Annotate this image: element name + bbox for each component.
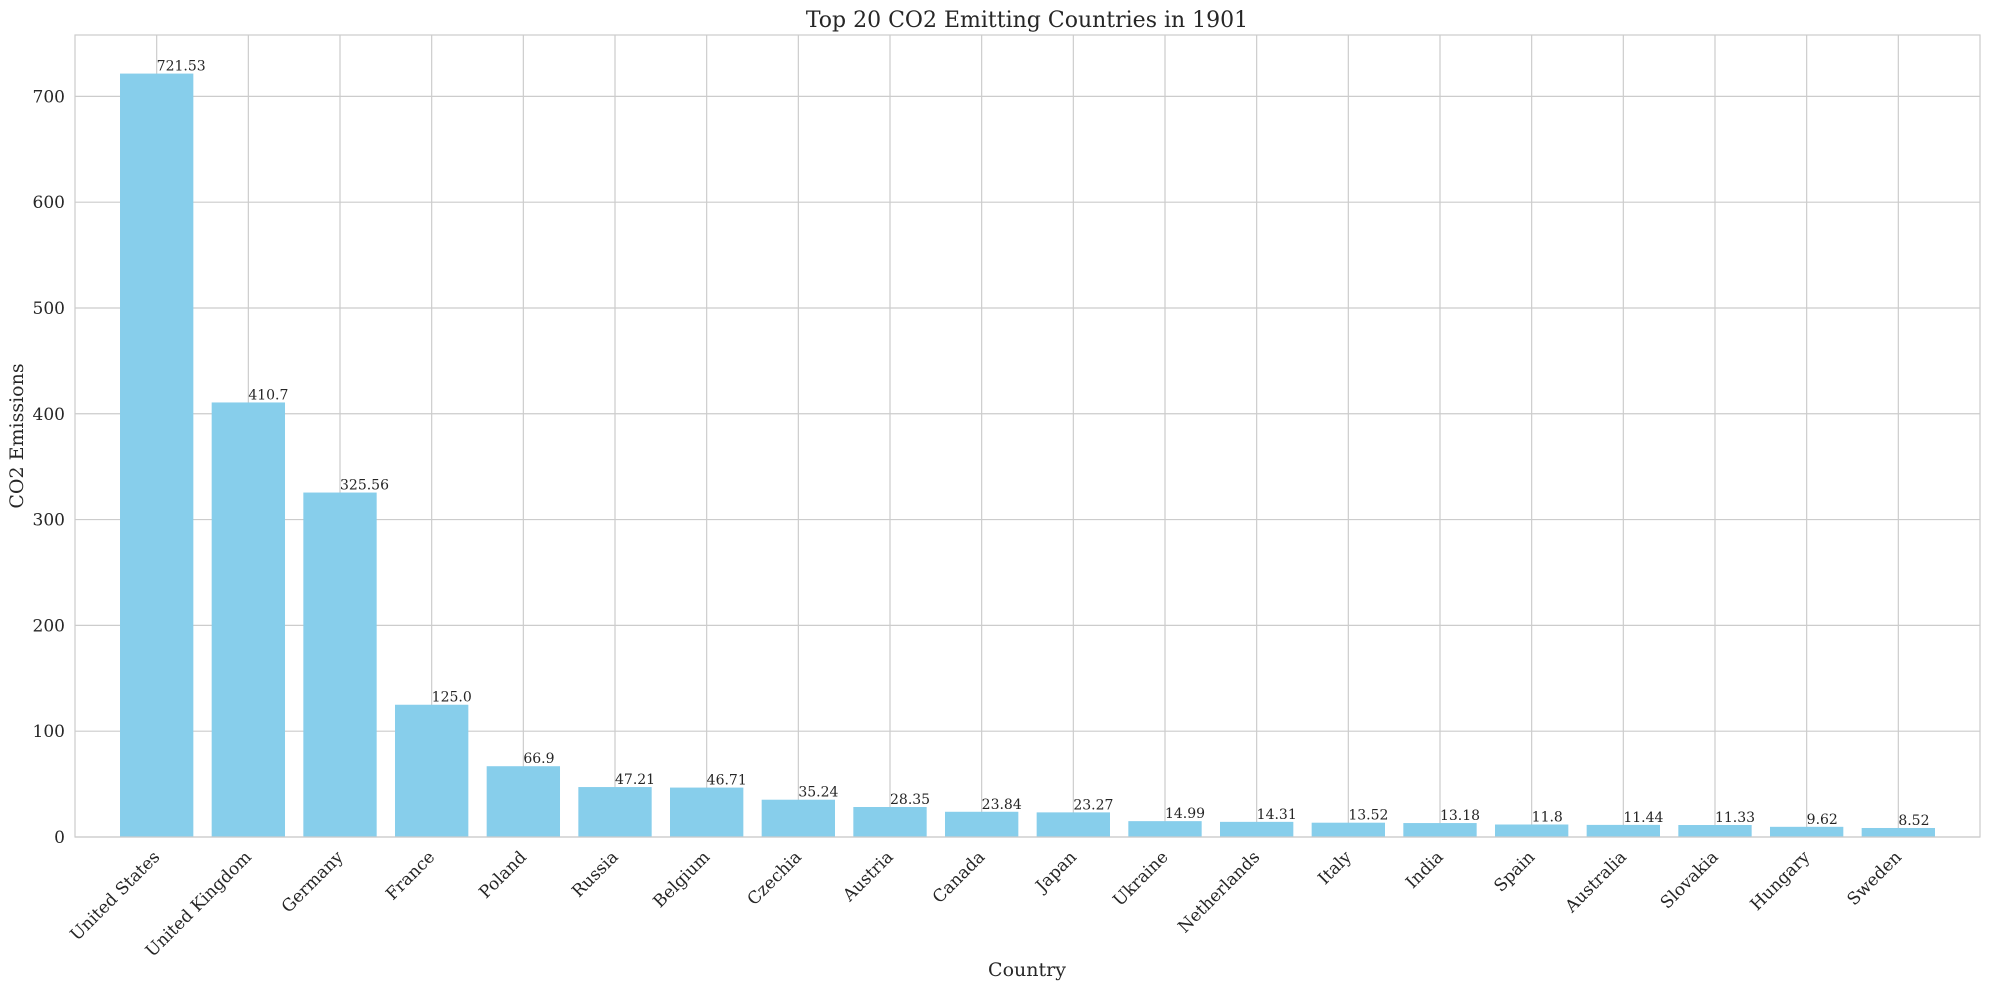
bar [1128, 821, 1202, 837]
data-label: 410.7 [248, 387, 288, 403]
bar [1403, 823, 1477, 837]
plot-frame [74, 34, 1981, 838]
data-label: 23.27 [1073, 797, 1113, 813]
bar [1769, 826, 1844, 837]
x-tick-label: Hungary [1747, 847, 1815, 915]
bar [120, 73, 194, 838]
data-label: 14.99 [1165, 806, 1205, 822]
x-tick-label: Czechia [744, 847, 806, 909]
y-tick-label: 200 [33, 616, 65, 636]
bars [120, 73, 1935, 838]
plot-area [75, 35, 1980, 837]
data-label: 11.44 [1623, 810, 1663, 826]
bar [1219, 821, 1294, 837]
x-tick-label: Sweden [1844, 847, 1906, 909]
bar [1036, 812, 1110, 837]
bar [395, 704, 469, 837]
y-tick-labels: 0 100 200 300 400 500 600 700 [33, 87, 65, 848]
x-tick-label: Slovakia [1657, 847, 1723, 913]
data-label: 66.9 [523, 751, 554, 767]
bar [853, 807, 927, 837]
data-label: 14.31 [1257, 807, 1297, 823]
data-label: 325.56 [340, 478, 389, 494]
data-labels: 721.53 410.7 325.56 125.0 66.9 47.21 46.71 35.2… [157, 59, 1930, 829]
data-label: 11.33 [1715, 810, 1755, 826]
x-tick-label: Russia [568, 847, 622, 901]
x-tick-label: Spain [1490, 847, 1539, 896]
data-label: 8.52 [1898, 813, 1929, 829]
x-tick-label: Japan [1031, 847, 1081, 897]
y-tick-label: 100 [33, 722, 65, 742]
x-tick-label: India [1402, 847, 1447, 892]
data-label: 47.21 [615, 772, 655, 788]
x-tick-label: Canada [929, 847, 989, 907]
chart-title: Top 20 CO2 Emitting Countries in 1901 [806, 8, 1248, 33]
y-tick-label: 0 [54, 828, 65, 848]
x-tick-label: France [382, 847, 439, 904]
x-tick-label: Poland [475, 847, 531, 903]
x-tick-label: United States [67, 847, 165, 945]
bar [486, 766, 561, 837]
x-tick-label: Ukraine [1109, 847, 1172, 910]
x-tick-label: Italy [1314, 847, 1356, 889]
bar [211, 402, 286, 837]
data-label: 28.35 [890, 792, 930, 808]
bar [1861, 827, 1935, 837]
y-tick-label: 400 [33, 405, 65, 425]
y-tick-label: 600 [33, 193, 65, 213]
bar [1311, 822, 1385, 837]
x-tick-label: Australia [1561, 847, 1631, 917]
x-axis-title: Country [988, 959, 1066, 981]
data-label: 46.71 [707, 773, 747, 789]
y-axis-title: CO2 Emissions [6, 363, 28, 508]
bar [1678, 825, 1752, 837]
y-tick-label: 300 [33, 511, 65, 531]
x-tick-label: Germany [278, 847, 348, 917]
data-label: 23.84 [982, 797, 1022, 813]
data-label: 721.53 [157, 59, 206, 75]
bar [578, 787, 652, 837]
y-tick-label: 500 [33, 299, 65, 319]
data-label: 125.0 [432, 690, 472, 706]
data-label: 13.18 [1440, 808, 1480, 824]
bar [303, 492, 377, 837]
bar [1586, 824, 1660, 837]
x-tick-label: Austria [839, 847, 898, 906]
y-tick-label: 700 [33, 87, 65, 107]
x-tick-label: Netherlands [1174, 847, 1264, 937]
bar [945, 811, 1019, 837]
bar [1494, 824, 1569, 837]
data-label: 9.62 [1807, 812, 1838, 828]
data-label: 11.8 [1532, 810, 1563, 826]
data-label: 35.24 [798, 785, 838, 801]
bar [761, 799, 836, 837]
data-label: 13.52 [1348, 808, 1388, 824]
bar [670, 787, 744, 837]
x-tick-label: Belgium [650, 847, 715, 912]
